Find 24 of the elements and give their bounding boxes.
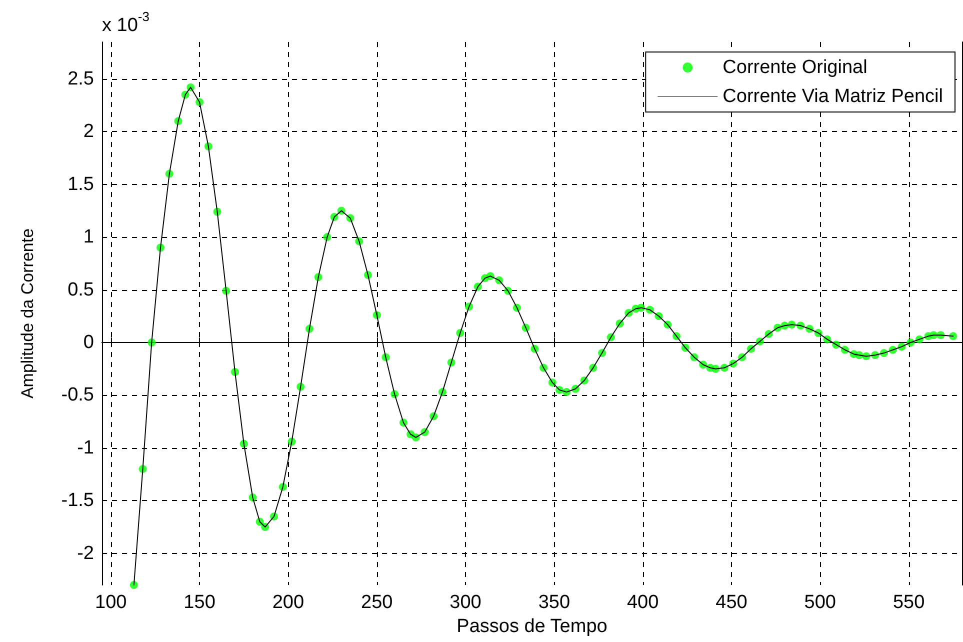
x-tick-label: 300 (450, 592, 482, 613)
y-axis-title: Amplitude da Corrente (18, 228, 37, 399)
y-tick-label: -1.5 (61, 490, 94, 512)
y-tick-label: 2 (83, 121, 94, 142)
y-tick-label: 0.5 (68, 279, 94, 300)
x-tick-label: 200 (272, 592, 304, 613)
x-axis-title: Passos de Tempo (456, 616, 608, 637)
legend-label: Corrente Original (722, 57, 868, 78)
x-tick-label: 350 (538, 592, 570, 613)
x-tick-label: 250 (360, 592, 393, 613)
y-tick-label: -2 (77, 542, 94, 564)
y-tick-label: 2.5 (68, 68, 94, 90)
legend-label: Corrente Via Matriz Pencil (722, 86, 944, 107)
y-tick-label: 1.5 (68, 174, 94, 195)
x-tick-label: 400 (626, 592, 659, 613)
x-tick-label: 500 (804, 592, 836, 613)
y-tick-label: -0.5 (61, 384, 94, 406)
x-tick-label: 450 (716, 592, 748, 613)
x-tick-label: 150 (184, 592, 216, 613)
y-tick-label: 1 (83, 226, 94, 248)
y-tick-label: -1 (77, 437, 94, 458)
y-tick-label: 0 (83, 332, 94, 353)
x-tick-label: 550 (892, 592, 925, 613)
x-tick-label: 100 (95, 592, 127, 613)
